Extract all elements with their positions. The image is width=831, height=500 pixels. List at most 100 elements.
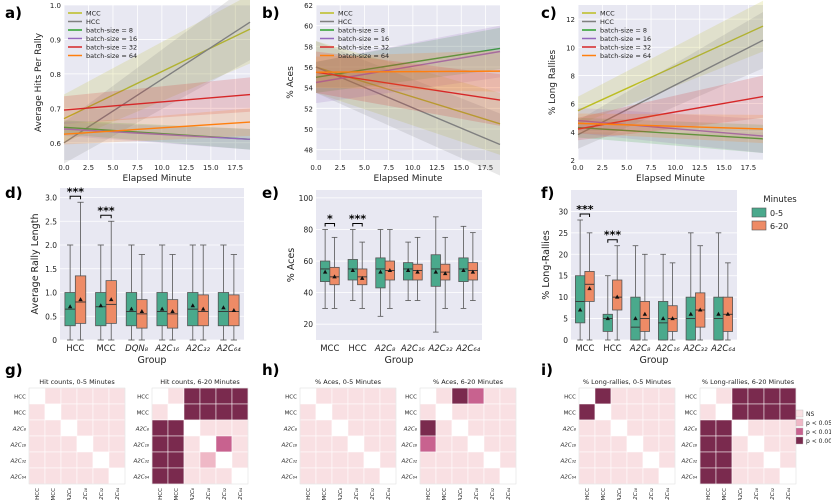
panel-label-b: b) [262, 4, 280, 22]
heatmap-cell [76, 451, 94, 469]
heatmap-cell [199, 435, 217, 453]
heatmap-cell [28, 419, 46, 437]
heatmap-cell [499, 387, 517, 405]
heatmap-cell [183, 387, 201, 405]
heatmap-cell [451, 403, 469, 421]
x-tick-label: 0.0 [310, 164, 321, 172]
heatmap-cell [467, 467, 485, 485]
heatmap-cell [215, 419, 233, 437]
x-tick-label: MCC [575, 344, 594, 354]
y-tick-label: 58 [304, 43, 313, 51]
legend-label: batch-size = 16 [86, 35, 137, 43]
y-axis-label: Average Rally Length [30, 214, 41, 315]
heatmap-cell [419, 467, 437, 485]
heatmap-x-tick: MCC [174, 488, 180, 500]
heatmap-y-tick: MCC [685, 411, 698, 417]
mean-marker [78, 297, 83, 302]
heatmap-cell [467, 403, 485, 421]
heatmap-cell [747, 451, 765, 469]
heatmap-y-tick: A2C₃₂ [559, 459, 576, 465]
heatmap-cell [578, 387, 596, 405]
heatmap-frame [299, 387, 397, 485]
heatmap-y-tick: A2C₈ [283, 427, 298, 433]
heatmap-cell [151, 435, 169, 453]
y-tick-label: 2 [571, 157, 575, 165]
x-axis-label: Group [138, 355, 167, 366]
panel-label-e: e) [262, 184, 279, 202]
heatmap-y-tick: A2C₁₆ [680, 443, 697, 449]
heatmap-x-tick: A2C₈ [738, 487, 744, 500]
x-tick-label: MCC [320, 344, 339, 354]
mean-marker [201, 306, 206, 311]
heatmap-cell [28, 467, 46, 485]
y-tick-label: 50 [304, 126, 313, 134]
y-tick-label: 10 [566, 44, 575, 52]
mean-marker [577, 307, 583, 312]
heatmap-cell [610, 419, 628, 437]
x-tick-label: 15.0 [203, 164, 219, 172]
x-tick-label: 0.0 [58, 164, 69, 172]
heatmap-cell [499, 403, 517, 421]
heatmap-y-tick: HCC [685, 395, 697, 401]
heatmap-frame [28, 387, 126, 485]
heatmap-cell [642, 419, 660, 437]
y-tick-label: 0.6 [50, 140, 62, 148]
heatmap-cell [763, 435, 781, 453]
heatmap-cell [331, 403, 349, 421]
mean-marker [129, 306, 134, 311]
heatmap-title: Hit counts, 6-20 Minutes [160, 378, 240, 386]
ci-band-bs32 [64, 77, 250, 124]
heatmap-cell [199, 403, 217, 421]
heatmap-legend-swatch [795, 418, 804, 427]
heatmap-cell [151, 467, 169, 485]
panel-label-a: a) [5, 4, 22, 22]
mean-marker [443, 271, 448, 276]
legend-label: batch-size = 8 [86, 27, 133, 35]
ci-band-bs16 [578, 107, 763, 153]
heatmap-y-tick: A2C₆₄ [132, 475, 149, 481]
significance-label: *** [576, 203, 594, 216]
heatmap-cell [483, 403, 501, 421]
mean-marker [109, 297, 114, 302]
heatmap-cell [731, 451, 749, 469]
heatmap-cell [731, 387, 749, 405]
heatmap-cell [731, 403, 749, 421]
heatmap-cell [779, 451, 797, 469]
mean-marker [387, 268, 393, 273]
heatmap-x-tick: A2C₈ [617, 487, 623, 500]
heatmap-y-tick: MCC [405, 411, 418, 417]
heatmap-y-tick: HCC [137, 395, 149, 401]
x-tick-label: 2.5 [335, 164, 346, 172]
y-tick-label: 56 [304, 64, 313, 72]
mean-marker [322, 269, 328, 274]
box-chart-d: 0 0.5 1.0 1.5 2.0 2.5 3.0 HCC MCC DQN₈ A2C₁₆ A2C₃₂ A… [30, 185, 244, 366]
heatmap-legend-swatch [795, 427, 804, 436]
heatmap-cell [167, 387, 185, 405]
heatmap-cell [642, 403, 660, 421]
heatmap-cell [231, 451, 249, 469]
heatmap-cell [715, 403, 733, 421]
heatmap-cell [92, 387, 110, 405]
heatmap-cell [199, 451, 217, 469]
y-tick-label: 4 [571, 129, 576, 137]
mean-marker [378, 269, 383, 274]
heatmap-cell [60, 451, 78, 469]
x-tick-label: A2C₁₆ [655, 344, 681, 354]
heatmap-cell [451, 467, 469, 485]
heatmap-y-tick: MCC [564, 411, 577, 417]
plot-area [571, 190, 737, 340]
heatmap-cell [315, 387, 333, 405]
heatmap-cell [379, 467, 397, 485]
heatmap-cell [699, 387, 717, 405]
heatmap-cell [215, 403, 233, 421]
y-tick-label: 3.0 [45, 194, 57, 203]
heatmap-y-tick: HCC [285, 395, 297, 401]
heatmap-cell [610, 387, 628, 405]
heatmap-y-tick: A2C₁₆ [280, 443, 297, 449]
legend-label: batch-size = 32 [600, 44, 651, 52]
ci-band-bs8 [578, 117, 763, 153]
x-tick-label: 17.5 [741, 164, 757, 172]
heatmap-cell [299, 403, 317, 421]
legend-label: 0-5 [770, 209, 783, 218]
